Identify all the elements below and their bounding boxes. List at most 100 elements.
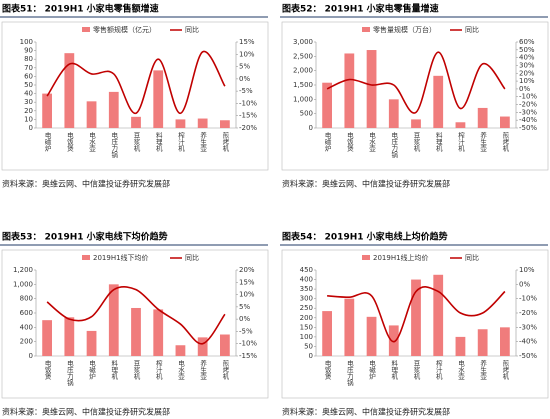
legend-label: 同比	[465, 25, 479, 34]
x-tick-label: 煎烤机	[221, 131, 229, 153]
y2-tick-label: -50%	[519, 352, 537, 360]
chart-frame	[1, 249, 269, 399]
y-tick-label: 250	[300, 304, 313, 312]
bar	[42, 320, 52, 356]
y-tick-label: 100	[20, 38, 33, 46]
bar	[388, 99, 399, 128]
y2-tick-label: -10%	[519, 295, 537, 303]
chart-frame	[1, 21, 269, 171]
y2-tick-label: 30%	[519, 61, 535, 69]
x-tick-label: 煎烤机	[501, 359, 509, 381]
y-tick-label: 90	[24, 47, 33, 55]
x-tick-label: 电磁炉	[88, 359, 96, 381]
x-tick-label: 养生壶	[199, 359, 207, 380]
y2-tick-label: 15%	[239, 278, 255, 286]
bar	[411, 119, 421, 128]
source-note: 资料来源：奥维云网、中信建投证券研究发展部	[2, 407, 170, 417]
x-tick-label: 电水壶	[88, 131, 96, 152]
y-tick-label: 20	[24, 107, 33, 115]
y-tick-label: 3,000	[293, 38, 313, 46]
source-note: 资料来源：奥维云网、中信建投证券研究发展部	[2, 179, 170, 189]
x-tick-label: 料理机	[434, 131, 442, 153]
bar	[455, 336, 466, 356]
x-tick-label: 电磁炉	[323, 131, 331, 153]
y-tick-label: 400	[300, 276, 313, 284]
legend-swatch	[362, 27, 370, 32]
bar	[108, 284, 119, 356]
x-tick-label: 豆浆机	[132, 132, 140, 153]
y-tick-label: 1,500	[293, 81, 313, 89]
y2-tick-label: -10%	[239, 340, 257, 348]
legend-label: 同比	[465, 253, 479, 262]
legend-label: 同比	[185, 25, 199, 34]
y2-tick-label: 0%	[519, 85, 530, 93]
y-tick-label: 0	[29, 352, 33, 360]
x-tick-label: 榨汁机	[456, 131, 464, 153]
chart-frame	[281, 21, 549, 171]
x-tick-label: 煎烤机	[501, 131, 509, 153]
y2-tick-label: -20%	[519, 309, 537, 317]
x-tick-label: 豆浆机	[412, 132, 420, 153]
bar	[322, 82, 332, 128]
legend-swatch	[82, 27, 90, 32]
source-note: 资料来源：奥维云网、中信建投证券研究发展部	[282, 179, 450, 189]
y2-tick-label: 60%	[519, 38, 535, 46]
chart-frame	[281, 249, 549, 399]
bar	[86, 330, 97, 356]
line-series	[326, 51, 506, 114]
bar	[131, 307, 141, 356]
x-tick-label: 榨汁机	[176, 131, 184, 153]
bar	[500, 327, 510, 356]
bar	[42, 93, 52, 128]
x-tick-label: 电压力锅	[390, 131, 398, 160]
bar	[455, 122, 466, 128]
bar	[388, 325, 399, 356]
x-tick-label: 煎烤机	[221, 359, 229, 381]
y2-tick-label: 5%	[239, 63, 250, 71]
x-tick-label: 电饭煲	[65, 131, 73, 153]
x-tick-label: 豆浆机	[132, 360, 140, 381]
y2-tick-label: 10%	[239, 291, 255, 299]
y-tick-label: 2,500	[293, 52, 313, 60]
y2-tick-label: -40%	[519, 116, 537, 124]
bar	[366, 316, 377, 356]
y2-tick-label: -10%	[239, 99, 257, 107]
y-tick-label: 1,000	[13, 280, 33, 288]
bar	[86, 101, 97, 128]
y-tick-label: 150	[300, 323, 313, 331]
bar	[344, 53, 355, 128]
y2-tick-label: 20%	[239, 266, 255, 274]
y2-tick-label: -20%	[519, 101, 537, 109]
x-tick-label: 电水壶	[368, 131, 376, 152]
y-tick-label: 100	[300, 333, 313, 341]
x-tick-label: 电饭煲	[43, 359, 51, 381]
y-tick-label: 40	[24, 90, 33, 98]
bar	[500, 116, 510, 128]
bar	[366, 50, 377, 128]
line-series	[46, 50, 226, 115]
bar	[197, 118, 208, 128]
legend-label: 零售量规模（万台）	[373, 25, 436, 34]
source-note: 资料来源：奥维云网、中信建投证券研究发展部	[282, 407, 450, 417]
y2-tick-label: -20%	[239, 124, 257, 132]
legend-label: 零售额规模（亿元）	[93, 25, 156, 34]
x-tick-label: 榨汁机	[434, 359, 442, 381]
legend-swatch	[82, 255, 90, 260]
y2-tick-label: -30%	[519, 108, 537, 116]
y-tick-label: 0	[309, 124, 313, 132]
y2-tick-label: 10%	[239, 50, 255, 58]
bar	[220, 334, 230, 356]
x-tick-label: 电水壶	[456, 359, 464, 380]
y-tick-label: 400	[20, 323, 33, 331]
y2-tick-label: -50%	[519, 124, 537, 132]
chart-title: 图表53： 2019H1 小家电线下均价趋势	[2, 231, 168, 243]
y2-tick-label: -10%	[519, 93, 537, 101]
chart-title: 图表54： 2019H1 小家电线上均价趋势	[282, 231, 448, 243]
y-tick-label: 2,000	[293, 67, 313, 75]
bar	[433, 75, 444, 128]
bar	[64, 317, 75, 356]
x-tick-label: 电饭煲	[323, 359, 331, 381]
y-tick-label: 0	[29, 124, 33, 132]
y-tick-label: 300	[300, 295, 313, 303]
y2-tick-label: -5%	[239, 327, 253, 335]
